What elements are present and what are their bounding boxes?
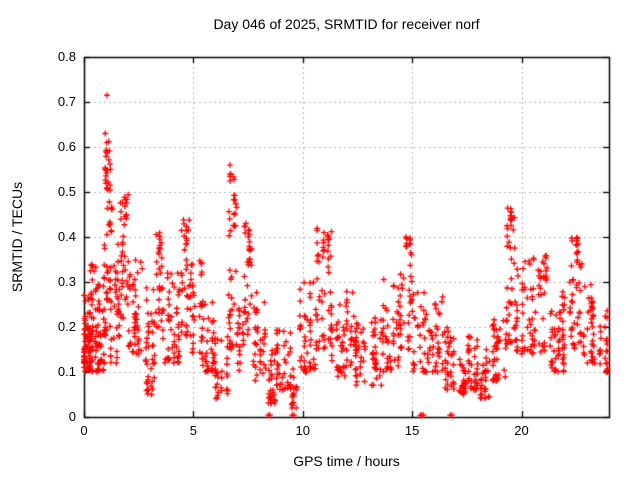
y-tick-label: 0 [68, 409, 76, 424]
y-tick-label: 0.3 [57, 274, 76, 289]
x-tick-label: 5 [189, 423, 197, 438]
y-tick-label: 0.1 [57, 364, 76, 379]
x-tick-label: 15 [404, 423, 420, 438]
y-tick-label: 0.5 [57, 184, 76, 199]
x-tick-label: 0 [80, 423, 88, 438]
y-tick-label: 0.8 [57, 49, 76, 64]
y-tick-label: 0.6 [57, 139, 76, 154]
x-tick-label: 20 [514, 423, 529, 438]
y-tick-label: 0.4 [57, 229, 76, 244]
y-tick-label: 0.7 [57, 94, 76, 109]
y-tick-label: 0.2 [57, 319, 76, 334]
x-tick-label: 10 [295, 423, 310, 438]
